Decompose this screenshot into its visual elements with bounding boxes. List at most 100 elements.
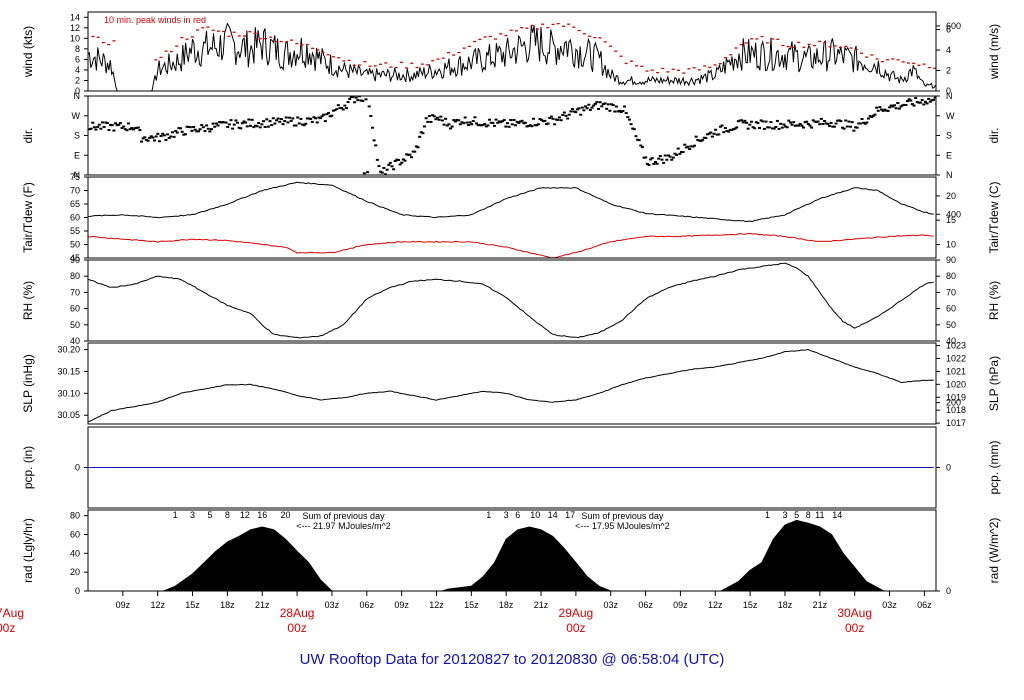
wind-peak-mark [206,26,210,28]
wind-direction-mark [242,120,246,123]
wind-direction-mark [894,107,898,110]
wind-direction-mark [436,116,440,119]
wind-direction-mark [574,111,578,114]
temp-left-tick-label: 50 [70,240,80,250]
wind-direction-mark [188,126,192,129]
wind-direction-mark [335,108,339,111]
time-tick-label: 03z [603,600,618,610]
wind-peak-mark [478,38,482,41]
wind-direction-mark [517,121,521,124]
wind-direction-mark [447,123,451,126]
wind-direction-mark [611,104,615,107]
wind-direction-mark [304,122,308,125]
wind-direction-mark [273,122,277,125]
wind-direction-mark [434,118,438,121]
wind-peak-mark [96,36,100,38]
wind-direction-mark [705,133,709,136]
wind-direction-mark [307,117,311,120]
wind-direction-mark [232,123,236,126]
wind-direction-mark [878,106,882,109]
wind-direction-mark [289,119,293,122]
wind-direction-mark [429,120,433,123]
wind-direction-mark [183,133,187,136]
wind-direction-mark [423,125,427,128]
temp-right-tick-label: 15 [946,215,956,225]
wind-direction-mark [195,130,199,133]
wind-left-tick-label: 8 [75,44,80,54]
wind-direction-mark [653,161,657,164]
time-tick-label: 03z [325,600,340,610]
wind-direction-mark [362,172,366,175]
rad-hour-label: 16 [257,510,267,520]
wind-peak-mark [828,46,832,48]
time-tick-label: 21z [255,600,270,610]
wind-direction-mark [792,121,796,124]
wind-direction-mark [561,114,565,117]
wind-direction-mark [320,115,324,118]
wind-direction-mark [613,110,617,113]
wind-direction-mark [593,102,597,105]
wind-peak-mark [190,36,194,38]
wind-direction-mark [340,106,344,109]
rad-left-tick-label: 60 [70,529,80,539]
wind-peak-mark [452,54,456,56]
wind-peak-mark [164,50,168,52]
wind-direction-mark [120,127,124,130]
wind-direction-mark [666,154,670,157]
wind-direction-mark [610,103,614,106]
wind-direction-mark [839,120,843,123]
wind-direction-mark [535,124,539,127]
wind-peak-mark [504,34,508,37]
wind-direction-mark [855,126,859,129]
wind-peak-mark [588,35,592,37]
wind-direction-mark [562,111,566,114]
temp-left-axis-label: Tair/Tdew (F) [21,182,35,253]
wind-direction-mark [177,127,181,130]
wind-direction-mark [569,110,573,113]
wind-direction-mark [670,158,674,161]
wind-direction-mark [255,125,259,128]
wind-direction-mark [518,120,522,123]
wind-direction-mark [318,117,322,120]
wind-direction-mark [845,125,849,128]
wind-direction-mark [154,135,158,138]
wind-direction-mark [886,109,890,112]
wind-direction-mark [442,123,446,126]
wind-direction-mark [582,109,586,112]
wind-direction-mark [514,124,518,127]
wind-direction-mark [291,117,295,120]
wind-direction-mark [806,123,810,126]
wind-direction-mark [237,126,241,129]
wind-annotation: 10 min. peak winds in red [104,15,206,25]
wind-direction-mark [325,113,329,116]
slp-left-tick-label: 30.15 [57,366,80,376]
rad-hour-label: 3 [782,510,787,520]
panel-temp [84,176,940,259]
wind-direction-mark [683,143,687,146]
wind-direction-mark [161,132,165,135]
time-tick-label: 21z [534,600,549,610]
wind-peak-mark [279,40,283,43]
panel-rad-plot [163,519,884,591]
wind-direction-mark [922,103,926,106]
wind-direction-mark [541,120,545,123]
wind-direction-mark [553,123,557,126]
wind-peak-mark [661,67,665,70]
wind-direction-mark [775,119,779,122]
wind-direction-mark [673,152,677,155]
wind-peak-mark [525,27,529,29]
wind-direction-mark [99,127,103,130]
wind-direction-mark [823,120,827,123]
time-tick-label: 09z [394,600,409,610]
wind-direction-mark [419,131,423,134]
rad-right-tick-label: 600 [946,21,961,31]
wind-peak-mark [441,57,445,59]
rh-left-axis-label: RH (%) [21,281,35,320]
wind-direction-mark [538,118,542,121]
dir-right-axis-label: dir. [987,127,1001,143]
wind-direction-mark [330,114,334,117]
wind-peak-mark [389,66,393,68]
rh-right-tick-label: 40 [946,336,956,346]
wind-direction-mark [349,96,353,99]
wind-direction-mark [240,122,244,125]
